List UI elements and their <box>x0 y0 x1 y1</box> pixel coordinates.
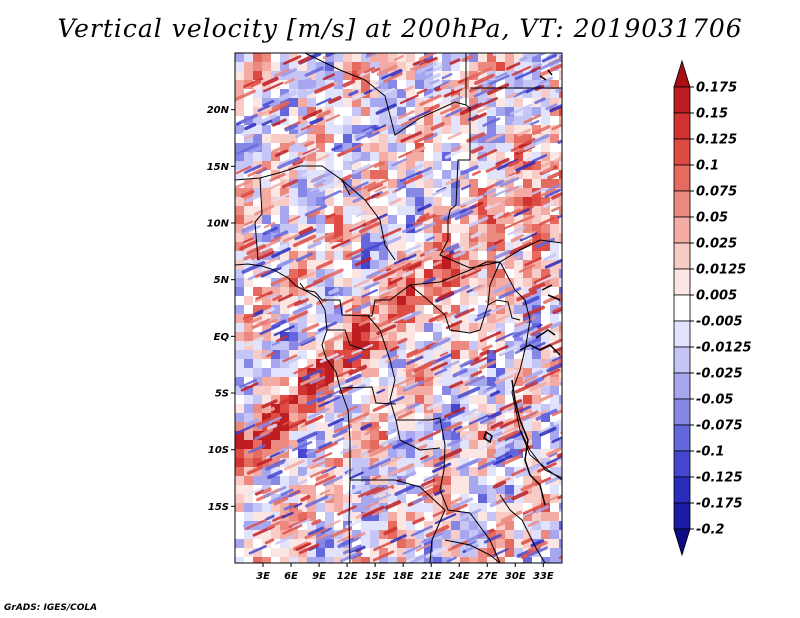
lat-tick-label: 10S <box>208 445 229 456</box>
colorbar-label: -0.075 <box>696 419 743 434</box>
colorbar-label: -0.05 <box>696 393 733 408</box>
lon-tick-label: 33E <box>533 571 554 582</box>
chart-title: Vertical velocity [m/s] at 200hPa, VT: 2… <box>57 14 743 43</box>
latitude-axis: 20N 15N 10N 5N EQ 5S 10S 15S <box>207 105 235 513</box>
colorbar: 0.175 0.15 0.125 0.1 0.075 0.05 0.025 0.0125 0.0… <box>673 59 752 557</box>
colorbar-label: -0.1 <box>696 445 724 460</box>
lon-tick-label: 27E <box>477 571 498 582</box>
map-frame <box>234 52 563 564</box>
colorbar-swatch <box>673 268 691 296</box>
colorbar-label: 0.15 <box>696 107 728 122</box>
colorbar-label: 0.075 <box>696 185 737 200</box>
lon-tick-label: 21E <box>421 571 442 582</box>
colorbar-swatch <box>673 294 691 322</box>
lat-tick-label: 15N <box>207 162 230 173</box>
colorbar-swatch <box>673 59 691 88</box>
lon-tick-label: 15E <box>365 571 386 582</box>
colorbar-swatch <box>673 372 691 400</box>
colorbar-swatch <box>673 450 691 478</box>
lon-tick-label: 30E <box>505 571 526 582</box>
colorbar-swatch <box>673 138 691 166</box>
colorbar-swatch <box>673 112 691 140</box>
velocity-field <box>235 53 562 563</box>
colorbar-swatch <box>673 86 691 114</box>
lon-tick-label: 3E <box>256 571 270 582</box>
colorbar-label: 0.025 <box>696 237 737 252</box>
lat-tick-label: 5N <box>214 275 230 286</box>
lat-tick-label: 10N <box>207 219 230 230</box>
colorbar-label: 0.0125 <box>696 263 746 278</box>
colorbar-label: -0.005 <box>696 315 743 330</box>
colorbar-label: 0.125 <box>696 133 737 148</box>
colorbar-swatch <box>673 528 691 557</box>
colorbar-label: 0.05 <box>696 211 728 226</box>
colorbar-label: 0.1 <box>696 159 719 174</box>
colorbar-swatch <box>673 320 691 348</box>
colorbar-swatch <box>673 424 691 452</box>
lon-tick-label: 6E <box>284 571 298 582</box>
colorbar-swatch <box>673 502 691 530</box>
lon-tick-label: 9E <box>312 571 326 582</box>
lat-tick-label: 15S <box>208 502 229 513</box>
colorbar-label: -0.175 <box>696 497 743 512</box>
colorbar-label: -0.2 <box>696 523 724 538</box>
colorbar-swatch <box>673 398 691 426</box>
lat-tick-label: EQ <box>214 332 230 343</box>
colorbar-swatch <box>673 164 691 192</box>
colorbar-label: 0.175 <box>696 81 737 96</box>
lon-tick-label: 12E <box>337 571 358 582</box>
colorbar-label: -0.025 <box>696 367 743 382</box>
lat-tick-label: 5S <box>215 389 229 400</box>
colorbar-label: -0.0125 <box>696 341 752 356</box>
colorbar-swatch <box>673 346 691 374</box>
grads-credit: GrADS: IGES/COLA <box>4 603 98 613</box>
longitude-axis: 3E 6E 9E 12E 15E 18E 21E 24E 27E 30E 33E <box>256 563 554 582</box>
colorbar-label: 0.005 <box>696 289 737 304</box>
colorbar-swatch <box>673 190 691 218</box>
colorbar-swatch <box>673 216 691 244</box>
lon-tick-label: 24E <box>449 571 470 582</box>
colorbar-label: -0.125 <box>696 471 743 486</box>
colorbar-swatch <box>673 242 691 270</box>
country-borders <box>235 53 562 563</box>
colorbar-swatch <box>673 476 691 504</box>
lat-tick-label: 20N <box>207 105 230 116</box>
lon-tick-label: 18E <box>393 571 414 582</box>
